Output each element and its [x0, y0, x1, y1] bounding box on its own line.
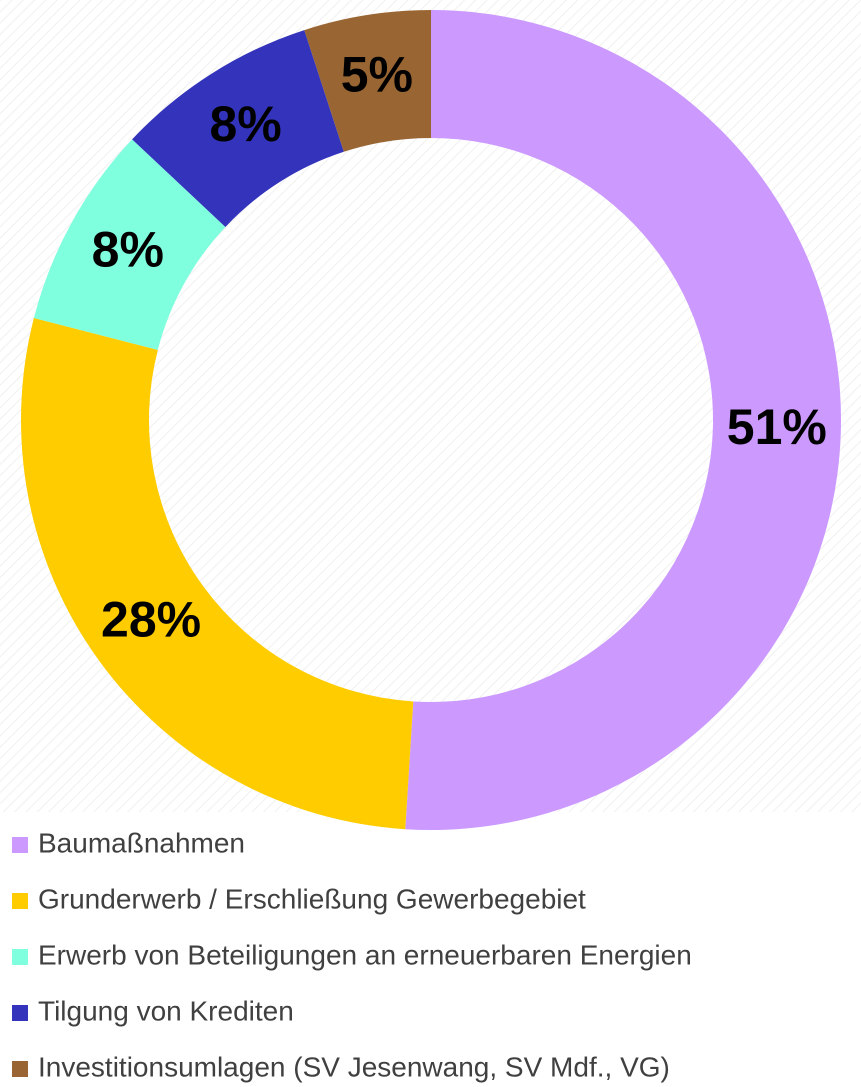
donut-segment	[405, 10, 841, 830]
legend-label: Erwerb von Beteiligungen an erneuerbaren…	[38, 939, 692, 970]
data-label: 28%	[101, 592, 201, 648]
legend-swatch	[12, 1061, 28, 1077]
legend-label: Grunderwerb / Erschließung Gewerbegebiet	[38, 883, 586, 914]
legend-label: Baumaßnahmen	[38, 827, 245, 858]
legend-swatch	[12, 1005, 28, 1021]
donut-segment	[33, 139, 226, 350]
legend-label: Investitionsumlagen (SV Jesenwang, SV Md…	[38, 1051, 670, 1082]
data-label: 8%	[92, 222, 164, 278]
legend-swatch	[12, 893, 28, 909]
legend-swatch	[12, 837, 28, 853]
data-label: 8%	[209, 96, 281, 152]
legend-label: Tilgung von Krediten	[38, 995, 294, 1026]
donut-segment	[132, 30, 344, 227]
data-label: 5%	[341, 46, 413, 102]
legend-swatch	[12, 949, 28, 965]
donut-segment	[304, 10, 431, 152]
donut-segment	[21, 318, 414, 830]
data-label: 51%	[727, 399, 827, 455]
